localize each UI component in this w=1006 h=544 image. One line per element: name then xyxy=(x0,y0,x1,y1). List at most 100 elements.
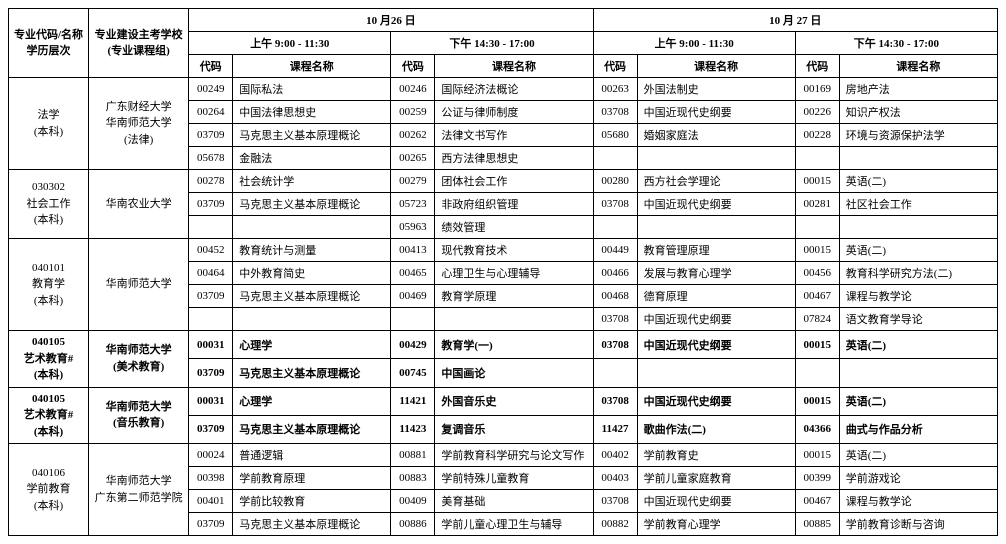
course-cell: 国际私法 xyxy=(233,78,391,101)
major-cell: 040101教育学(本科) xyxy=(9,239,89,331)
course-cell: 社区社会工作 xyxy=(839,193,997,216)
course-cell: 教育学(一) xyxy=(435,331,593,359)
code-cell: 00467 xyxy=(795,285,839,308)
hdr-d2pm: 下午 14:30 - 17:00 xyxy=(795,32,997,55)
course-cell: 心理学 xyxy=(233,331,391,359)
code-cell: 00401 xyxy=(189,490,233,513)
table-row: 040105艺术教育#(本科)华南师范大学(美术教育)00031心理学00429… xyxy=(9,331,998,359)
code-cell: 00465 xyxy=(391,262,435,285)
code-cell: 03708 xyxy=(593,101,637,124)
code-cell: 00882 xyxy=(593,513,637,536)
course-cell: 外国音乐史 xyxy=(435,387,593,415)
course-cell: 法律文书写作 xyxy=(435,124,593,147)
course-cell: 马克思主义基本原理概论 xyxy=(233,285,391,308)
code-cell: 03708 xyxy=(593,490,637,513)
course-cell: 学前儿童心理卫生与辅导 xyxy=(435,513,593,536)
hdr-code: 代码 xyxy=(795,55,839,78)
course-cell: 外国法制史 xyxy=(637,78,795,101)
code-cell: 03709 xyxy=(189,359,233,387)
code-cell xyxy=(189,308,233,331)
code-cell: 00246 xyxy=(391,78,435,101)
table-row: 040101教育学(本科)华南师范大学00452教育统计与测量00413现代教育… xyxy=(9,239,998,262)
code-cell: 03709 xyxy=(189,513,233,536)
code-cell: 00399 xyxy=(795,467,839,490)
course-cell: 中国近现代史纲要 xyxy=(637,193,795,216)
code-cell xyxy=(795,216,839,239)
code-cell: 00464 xyxy=(189,262,233,285)
course-cell: 西方法律思想史 xyxy=(435,147,593,170)
code-cell xyxy=(593,216,637,239)
course-cell: 发展与教育心理学 xyxy=(637,262,795,285)
course-cell: 英语(二) xyxy=(839,239,997,262)
course-cell: 教育管理原理 xyxy=(637,239,795,262)
code-cell: 00468 xyxy=(593,285,637,308)
hdr-code: 代码 xyxy=(593,55,637,78)
course-cell: 曲式与作品分析 xyxy=(839,415,997,443)
course-cell xyxy=(637,359,795,387)
code-cell: 00413 xyxy=(391,239,435,262)
course-cell: 英语(二) xyxy=(839,331,997,359)
code-cell: 00228 xyxy=(795,124,839,147)
course-cell: 心理学 xyxy=(233,387,391,415)
code-cell: 00015 xyxy=(795,387,839,415)
code-cell: 03708 xyxy=(593,331,637,359)
table-row: 法学(本科)广东财经大学华南师范大学(法律)00249国际私法00246国际经济… xyxy=(9,78,998,101)
code-cell: 00469 xyxy=(391,285,435,308)
course-cell: 知识产权法 xyxy=(839,101,997,124)
course-cell: 学前教育心理学 xyxy=(637,513,795,536)
hdr-course: 课程名称 xyxy=(637,55,795,78)
course-cell: 绩效管理 xyxy=(435,216,593,239)
code-cell xyxy=(795,359,839,387)
code-cell: 03708 xyxy=(593,308,637,331)
code-cell: 00452 xyxy=(189,239,233,262)
course-cell: 金融法 xyxy=(233,147,391,170)
code-cell: 00883 xyxy=(391,467,435,490)
code-cell: 03708 xyxy=(593,387,637,415)
code-cell: 00886 xyxy=(391,513,435,536)
course-cell: 语文教育学导论 xyxy=(839,308,997,331)
code-cell: 00745 xyxy=(391,359,435,387)
course-cell: 国际经济法概论 xyxy=(435,78,593,101)
code-cell: 00429 xyxy=(391,331,435,359)
school-cell: 广东财经大学华南师范大学(法律) xyxy=(89,78,189,170)
course-cell: 学前教育诊断与咨询 xyxy=(839,513,997,536)
major-cell: 040105艺术教育#(本科) xyxy=(9,331,89,388)
hdr-d1am: 上午 9:00 - 11:30 xyxy=(189,32,391,55)
school-cell: 华南师范大学 xyxy=(89,239,189,331)
course-cell: 心理卫生与心理辅导 xyxy=(435,262,593,285)
course-cell: 中国画论 xyxy=(435,359,593,387)
code-cell: 03708 xyxy=(593,193,637,216)
course-cell: 学前特殊儿童教育 xyxy=(435,467,593,490)
table-header: 专业代码/名称学历层次 专业建设主考学校(专业课程组) 10 月26 日 10 … xyxy=(9,9,998,78)
code-cell xyxy=(795,147,839,170)
course-cell: 中国近现代史纲要 xyxy=(637,490,795,513)
course-cell xyxy=(233,308,391,331)
course-cell: 中国近现代史纲要 xyxy=(637,308,795,331)
course-cell: 中外教育简史 xyxy=(233,262,391,285)
hdr-code: 代码 xyxy=(391,55,435,78)
course-cell xyxy=(839,216,997,239)
course-cell: 课程与教学论 xyxy=(839,285,997,308)
code-cell: 00024 xyxy=(189,444,233,467)
course-cell: 中国法律思想史 xyxy=(233,101,391,124)
course-cell: 英语(二) xyxy=(839,387,997,415)
hdr-day1: 10 月26 日 xyxy=(189,9,593,32)
hdr-course: 课程名称 xyxy=(435,55,593,78)
code-cell: 00449 xyxy=(593,239,637,262)
code-cell: 00885 xyxy=(795,513,839,536)
school-cell: 华南师范大学(美术教育) xyxy=(89,331,189,388)
code-cell: 00263 xyxy=(593,78,637,101)
code-cell xyxy=(189,216,233,239)
course-cell: 学前比较教育 xyxy=(233,490,391,513)
course-cell: 现代教育技术 xyxy=(435,239,593,262)
school-cell: 华南农业大学 xyxy=(89,170,189,239)
table-row: 030302社会工作(本科)华南农业大学00278社会统计学00279团体社会工… xyxy=(9,170,998,193)
code-cell: 00403 xyxy=(593,467,637,490)
course-cell: 教育科学研究方法(二) xyxy=(839,262,997,285)
hdr-school: 专业建设主考学校(专业课程组) xyxy=(89,9,189,78)
course-cell xyxy=(637,147,795,170)
course-cell: 西方社会学理论 xyxy=(637,170,795,193)
course-cell: 普通逻辑 xyxy=(233,444,391,467)
major-cell: 040106学前教育(本科) xyxy=(9,444,89,536)
course-cell: 中国近现代史纲要 xyxy=(637,331,795,359)
